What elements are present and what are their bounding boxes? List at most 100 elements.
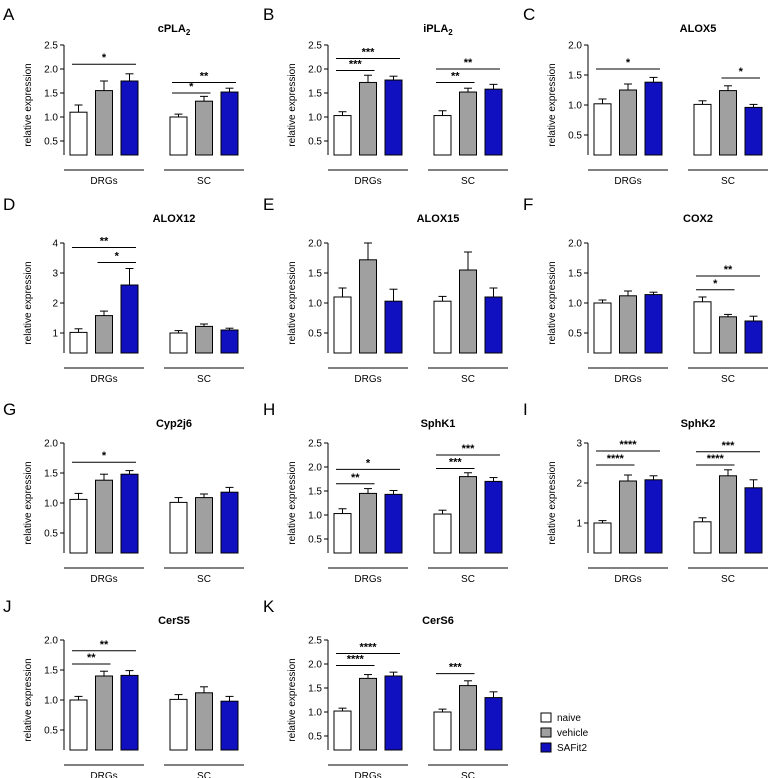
group-label-c: SC xyxy=(721,176,735,187)
bar-c-sc-2 xyxy=(744,106,763,156)
y-tick-label-b: 2.0 xyxy=(308,65,322,76)
y-tick-label-e: 1.5 xyxy=(308,269,322,280)
bar-k-sc-1 xyxy=(459,685,477,751)
panel-letter-g: G xyxy=(3,400,16,419)
bar-a-drgs-0 xyxy=(69,111,88,156)
bar-e-sc-2 xyxy=(484,296,503,354)
bar-h-sc-2 xyxy=(484,480,503,554)
group-label-f: SC xyxy=(721,374,735,385)
panel-letter-j: J xyxy=(3,597,12,616)
bar-g-drgs-2 xyxy=(120,473,139,554)
panel-g: G Cyp2j6 0.5 1.0 1.5 2.0 relative expression DR… xyxy=(3,400,244,585)
bar-a-sc-2 xyxy=(220,91,239,156)
panel-title-g: Cyp2j6 xyxy=(156,418,192,430)
y-axis-label-k: relative expression xyxy=(287,658,298,741)
y-tick-label-b: 2.5 xyxy=(308,41,322,52)
bar-d-sc-1 xyxy=(195,325,213,354)
bar-i-drgs-2 xyxy=(644,479,663,554)
bar-c-drgs-1 xyxy=(619,89,637,156)
y-tick-label-e: 0.5 xyxy=(308,329,322,340)
bar-b-sc-2 xyxy=(484,88,503,156)
sig-label-i: *** xyxy=(722,440,736,452)
y-tick-label-k: 2.5 xyxy=(308,636,322,647)
bar-a-sc-1 xyxy=(195,100,213,156)
sig-label-b: ** xyxy=(451,70,460,82)
y-tick-label-a: 2.5 xyxy=(44,41,58,52)
legend: naive vehicle SAFit2 xyxy=(540,712,589,754)
y-tick-label-i: 3 xyxy=(576,439,582,450)
legend-label-naive: naive xyxy=(557,713,581,724)
sig-label-i: **** xyxy=(707,453,725,465)
group-label-h: SC xyxy=(461,574,475,585)
bar-j-sc-1 xyxy=(195,692,213,751)
bar-d-drgs-1 xyxy=(95,315,113,354)
panel-title-j: CerS5 xyxy=(158,615,190,627)
sig-label-i: **** xyxy=(619,439,637,451)
sig-label-j: ** xyxy=(100,639,109,651)
y-tick-label-i: 1 xyxy=(576,519,582,530)
sig-label-a: ** xyxy=(200,70,209,82)
bar-h-drgs-0 xyxy=(333,513,352,554)
sig-label-b: *** xyxy=(349,58,363,70)
panel-title-a: cPLA2 xyxy=(158,23,191,37)
panel-title-f: COX2 xyxy=(683,213,713,225)
panel-title-b: iPLA2 xyxy=(423,23,453,37)
panel-title-c: ALOX5 xyxy=(680,23,717,35)
panel-c: C ALOX5 0.5 1.0 1.5 2.0 relative expression DRG… xyxy=(523,5,768,187)
panel-title-i: SphK2 xyxy=(681,418,716,430)
bar-e-drgs-2 xyxy=(384,300,403,354)
bar-c-drgs-2 xyxy=(644,81,663,156)
sig-label-b: ** xyxy=(464,57,473,69)
y-tick-label-a: 1.0 xyxy=(44,113,58,124)
bar-f-sc-1 xyxy=(719,316,737,354)
bar-i-sc-2 xyxy=(744,487,763,554)
panel-title-d: ALOX12 xyxy=(153,213,196,225)
y-tick-label-d: 4 xyxy=(52,239,58,250)
y-tick-label-j: 1.5 xyxy=(44,666,58,677)
panel-letter-f: F xyxy=(523,195,533,214)
bar-j-drgs-0 xyxy=(69,699,88,751)
bar-i-drgs-0 xyxy=(593,522,612,554)
y-axis-label-b: relative expression xyxy=(287,63,298,146)
y-tick-label-c: 0.5 xyxy=(568,131,582,142)
y-tick-label-e: 1.0 xyxy=(308,299,322,310)
group-label-d: SC xyxy=(197,374,211,385)
bar-f-drgs-1 xyxy=(619,295,637,354)
bar-a-drgs-1 xyxy=(95,90,113,156)
y-tick-label-f: 1.5 xyxy=(568,269,582,280)
bar-f-drgs-2 xyxy=(644,294,663,354)
panel-letter-k: K xyxy=(263,597,275,616)
bar-b-drgs-0 xyxy=(333,115,352,156)
panel-title-e: ALOX15 xyxy=(417,213,460,225)
bar-e-drgs-0 xyxy=(333,296,352,354)
y-tick-label-j: 1.0 xyxy=(44,696,58,707)
bar-f-drgs-0 xyxy=(593,302,612,354)
bar-e-drgs-1 xyxy=(359,259,377,354)
bar-i-sc-1 xyxy=(719,475,737,554)
bar-h-drgs-1 xyxy=(359,492,377,554)
group-label-g: DRGs xyxy=(90,574,117,585)
panel-letter-b: B xyxy=(263,5,274,24)
bar-k-drgs-0 xyxy=(333,710,352,751)
y-tick-label-k: 0.5 xyxy=(308,732,322,743)
sig-label-a: * xyxy=(102,52,107,64)
panel-letter-e: E xyxy=(263,195,274,214)
y-tick-label-c: 1.0 xyxy=(568,101,582,112)
sig-label-g: * xyxy=(102,450,107,462)
y-tick-label-h: 2.0 xyxy=(308,463,322,474)
sig-label-f: ** xyxy=(724,264,733,276)
panel-h: H SphK1 0.5 1.0 1.5 2.0 2.5 relative expression… xyxy=(263,400,508,585)
bar-j-drgs-1 xyxy=(95,675,113,751)
legend-label-safit2: SAFit2 xyxy=(557,743,587,754)
bar-g-drgs-0 xyxy=(69,498,88,554)
y-tick-label-g: 1.5 xyxy=(44,469,58,480)
y-tick-label-j: 2.0 xyxy=(44,636,58,647)
y-tick-label-c: 2.0 xyxy=(568,41,582,52)
legend-swatch-safit2 xyxy=(540,742,552,753)
sig-label-a: * xyxy=(189,81,194,93)
bar-d-drgs-2 xyxy=(120,284,139,354)
group-label-j: SC xyxy=(197,771,211,778)
legend-swatch-naive xyxy=(540,712,552,723)
